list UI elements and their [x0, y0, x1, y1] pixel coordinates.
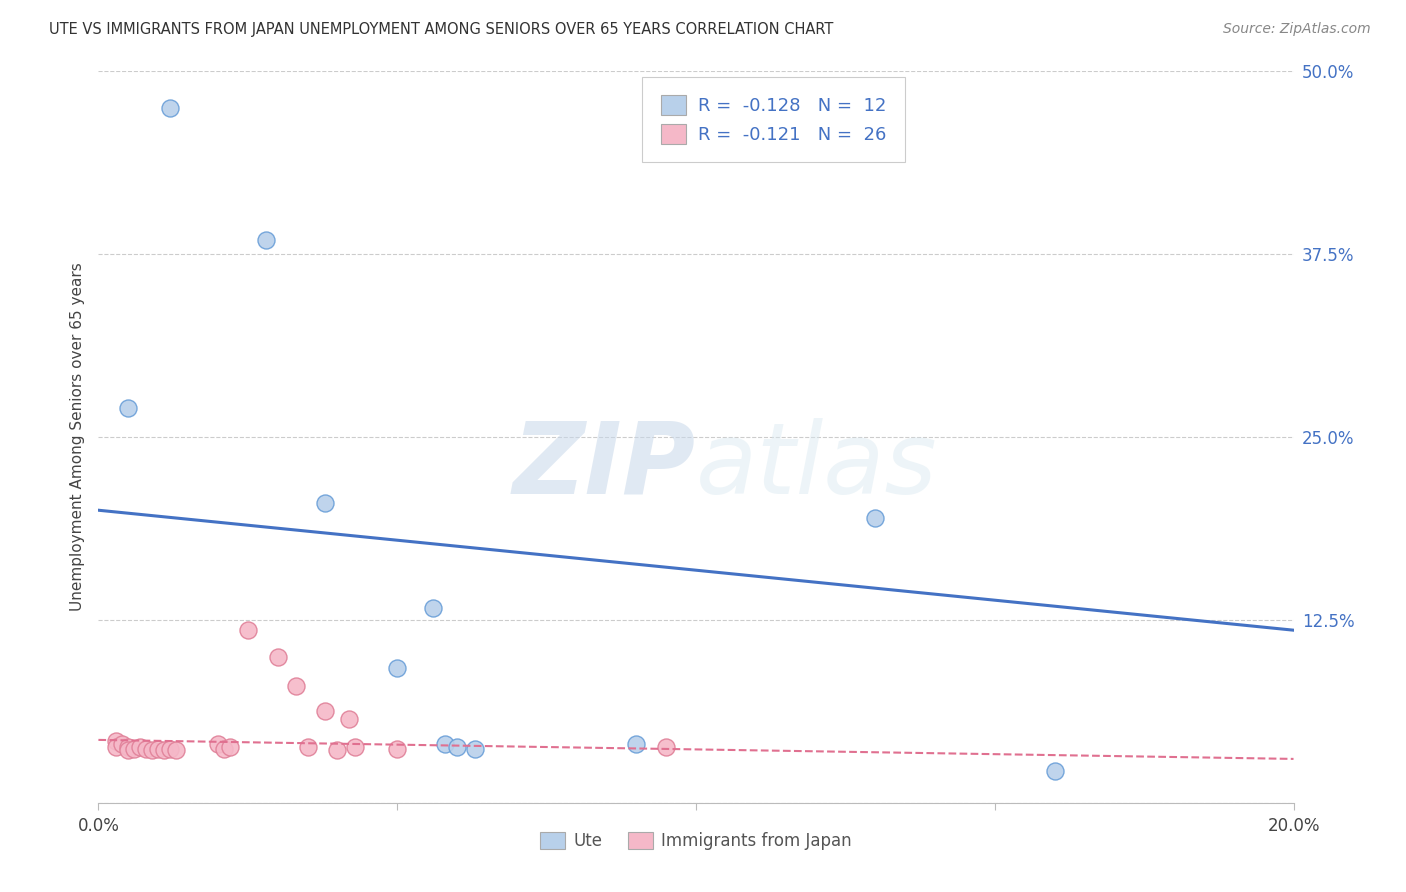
- Point: [117, 740, 139, 755]
- Point: [315, 704, 337, 718]
- Point: [148, 741, 170, 756]
- Point: [267, 649, 290, 664]
- Point: [117, 401, 139, 415]
- Point: [219, 740, 242, 755]
- Point: [165, 743, 187, 757]
- Point: [117, 743, 139, 757]
- Point: [434, 737, 457, 751]
- Point: [315, 496, 337, 510]
- Point: [422, 601, 444, 615]
- Point: [326, 743, 349, 757]
- Point: [655, 740, 678, 755]
- Point: [111, 737, 134, 751]
- Point: [212, 741, 235, 756]
- Text: Source: ZipAtlas.com: Source: ZipAtlas.com: [1223, 22, 1371, 37]
- Point: [344, 740, 367, 755]
- Point: [464, 741, 486, 756]
- Point: [159, 101, 181, 115]
- Y-axis label: Unemployment Among Seniors over 65 years: Unemployment Among Seniors over 65 years: [69, 263, 84, 611]
- Point: [124, 741, 146, 756]
- Point: [159, 741, 181, 756]
- Point: [153, 743, 176, 757]
- Point: [284, 679, 307, 693]
- Point: [297, 740, 319, 755]
- Point: [865, 510, 887, 524]
- Point: [141, 743, 163, 757]
- Point: [236, 623, 259, 637]
- Point: [385, 661, 409, 675]
- Point: [135, 741, 157, 756]
- Point: [446, 740, 468, 755]
- Text: ZIP: ZIP: [513, 417, 696, 515]
- Point: [339, 713, 361, 727]
- Point: [207, 737, 229, 751]
- Legend: Ute, Immigrants from Japan: Ute, Immigrants from Japan: [534, 825, 858, 856]
- Point: [626, 737, 648, 751]
- Point: [105, 734, 128, 748]
- Point: [1043, 764, 1066, 778]
- Point: [129, 740, 152, 755]
- Point: [105, 740, 128, 755]
- Point: [254, 233, 277, 247]
- Text: UTE VS IMMIGRANTS FROM JAPAN UNEMPLOYMENT AMONG SENIORS OVER 65 YEARS CORRELATIO: UTE VS IMMIGRANTS FROM JAPAN UNEMPLOYMEN…: [49, 22, 834, 37]
- Point: [385, 741, 409, 756]
- Text: atlas: atlas: [696, 417, 938, 515]
